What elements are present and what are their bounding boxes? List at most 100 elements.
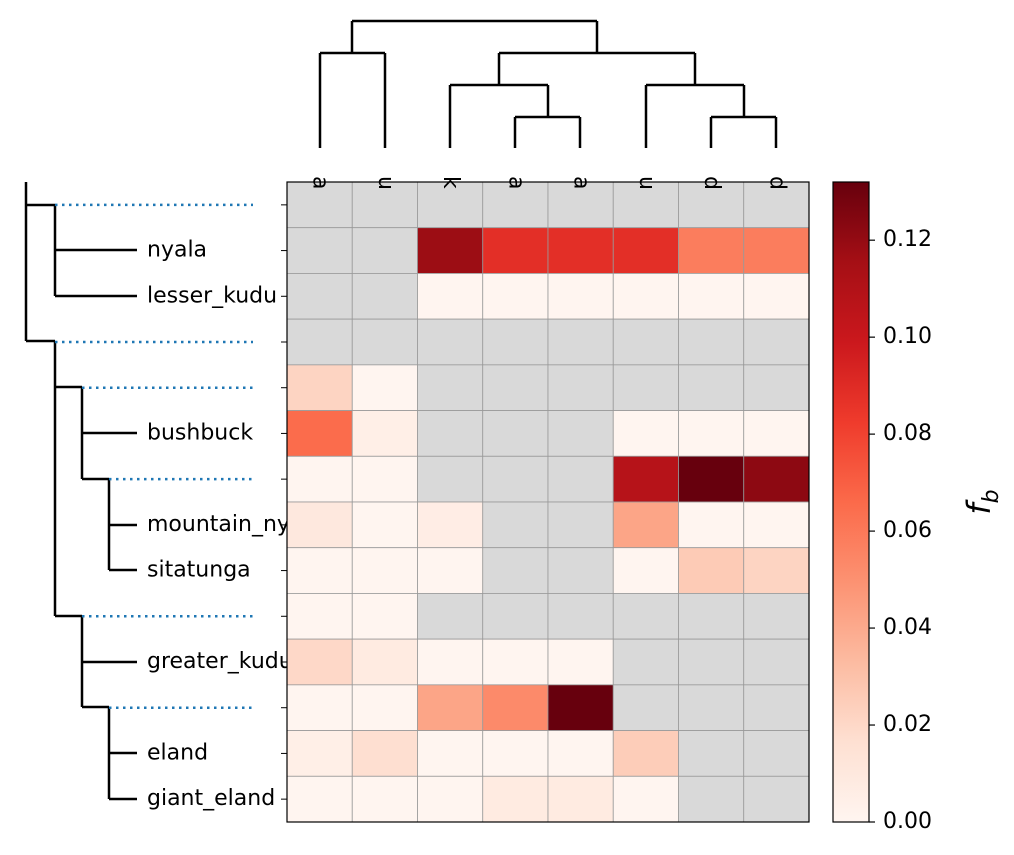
row-label: sitatunga <box>147 558 251 583</box>
heatmap-cell <box>612 730 679 777</box>
heatmap-cell <box>612 638 679 686</box>
heatmap-cell <box>547 273 614 320</box>
heatmap-cell <box>351 638 418 686</box>
heatmap-cell <box>351 593 418 640</box>
heatmap-cell <box>482 638 549 686</box>
heatmap-cell <box>743 273 810 320</box>
heatmap-cell <box>417 547 484 594</box>
heatmap-cell <box>417 501 484 549</box>
colorbar-label: fb <box>960 489 1004 514</box>
heatmap-cell <box>417 318 484 366</box>
heatmap-cell <box>417 227 484 274</box>
column-label: u <box>634 176 659 190</box>
heatmap-cell <box>482 181 549 229</box>
heatmap-cell <box>612 273 679 320</box>
heatmap-cell <box>612 227 679 274</box>
heatmap-cell <box>678 455 745 503</box>
heatmap-cell <box>482 547 549 594</box>
heatmap-cell <box>547 501 614 549</box>
heatmap-cell <box>286 273 353 320</box>
heatmap-cell <box>351 318 418 366</box>
colorbar-tick-label: 0.06 <box>883 518 932 543</box>
heatmap-cell <box>678 227 745 274</box>
heatmap-cell <box>743 547 810 594</box>
row-label: giant_eland <box>147 786 275 811</box>
colorbar-tick-label: 0.08 <box>883 421 932 446</box>
heatmap-cell <box>286 593 353 640</box>
heatmap-cell <box>678 181 745 229</box>
heatmap-cell <box>417 273 484 320</box>
heatmap-cell <box>612 364 679 411</box>
heatmap-cell <box>417 364 484 411</box>
heatmap-cell <box>286 455 353 503</box>
heatmap-cell <box>286 410 353 457</box>
heatmap-cell <box>743 593 810 640</box>
heatmap-cell <box>286 364 353 411</box>
heatmap-cell <box>547 593 614 640</box>
heatmap-cell <box>482 273 549 320</box>
heatmap-cell <box>547 227 614 274</box>
heatmap-cell <box>678 547 745 594</box>
heatmap-cell <box>612 318 679 366</box>
heatmap-cell <box>417 181 484 229</box>
heatmap-cell <box>743 410 810 457</box>
heatmap-cell <box>351 775 418 823</box>
heatmap-cell <box>678 501 745 549</box>
heatmap-cell <box>417 684 484 731</box>
heatmap-cell <box>482 318 549 366</box>
colorbar-tick-label: 0.10 <box>883 324 932 349</box>
heatmap-cell <box>417 410 484 457</box>
heatmap-cell <box>482 775 549 823</box>
heatmap-cell <box>743 318 810 366</box>
heatmap <box>281 181 810 823</box>
colorbar-tick-label: 0.02 <box>883 712 932 737</box>
heatmap-cell <box>482 730 549 777</box>
heatmap-cell <box>743 638 810 686</box>
heatmap-cell <box>547 730 614 777</box>
column-label: u <box>373 176 398 190</box>
heatmap-cell <box>547 638 614 686</box>
colorbar-tick-label: 0.12 <box>883 227 932 252</box>
heatmap-cell <box>417 775 484 823</box>
heatmap-cell <box>547 547 614 594</box>
heatmap-cell <box>482 227 549 274</box>
heatmap-cell <box>286 501 353 549</box>
heatmap-cell <box>678 364 745 411</box>
colorbar-label-subscript: b <box>979 489 1004 503</box>
heatmap-cell <box>351 501 418 549</box>
heatmap-cell <box>612 593 679 640</box>
heatmap-cell <box>286 227 353 274</box>
heatmap-cell <box>351 730 418 777</box>
heatmap-cell <box>417 638 484 686</box>
row-label: nyala <box>147 238 207 263</box>
row-label: eland <box>147 740 208 765</box>
heatmap-cell <box>678 684 745 731</box>
heatmap-cell <box>417 455 484 503</box>
heatmap-cell <box>286 318 353 366</box>
column-label: d <box>699 176 724 190</box>
heatmap-cell <box>482 593 549 640</box>
heatmap-cell <box>351 684 418 731</box>
heatmap-cell <box>351 227 418 274</box>
heatmap-cell <box>678 638 745 686</box>
row-label: bushbuck <box>147 420 253 445</box>
heatmap-cell <box>351 364 418 411</box>
colorbar-gradient <box>832 181 870 823</box>
heatmap-cell <box>743 455 810 503</box>
heatmap-cell <box>743 364 810 411</box>
heatmap-cell <box>678 410 745 457</box>
heatmap-cell <box>678 593 745 640</box>
column-label: k <box>438 176 463 189</box>
heatmap-cell <box>743 730 810 777</box>
heatmap-cell <box>678 318 745 366</box>
heatmap-cell <box>547 181 614 229</box>
row-dendrogram <box>24 182 253 801</box>
heatmap-cell <box>482 501 549 549</box>
heatmap-cell <box>678 273 745 320</box>
column-label: a <box>569 176 594 189</box>
heatmap-cell <box>351 410 418 457</box>
heatmap-cell <box>743 684 810 731</box>
colorbar: 0.00 0.02 0.04 0.06 0.08 0.10 0.12 fb <box>832 181 1004 834</box>
